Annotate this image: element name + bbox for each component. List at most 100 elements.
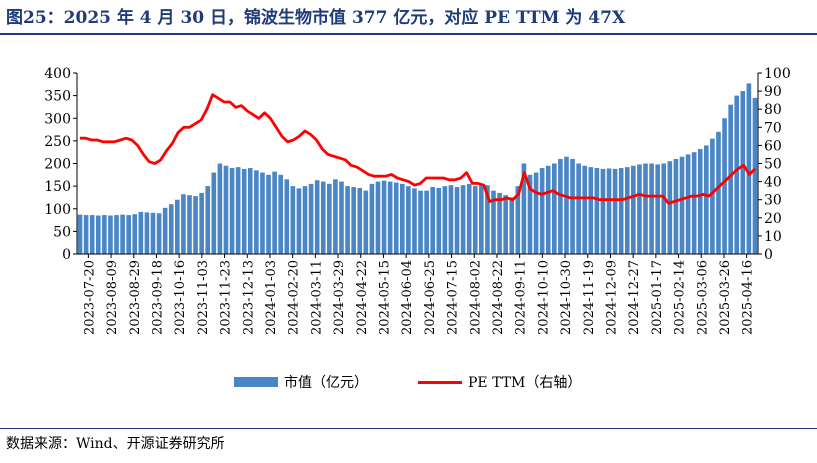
market-cap-bar: [491, 190, 496, 254]
market-cap-bar: [552, 163, 557, 254]
x-tick-label: 2025-03-26: [718, 260, 733, 335]
market-cap-bar: [193, 196, 198, 254]
market-cap-bar: [77, 214, 83, 254]
chart: 0 50 100 150 200 250 300 350 400 0 10 20 30 40 50 60 70…: [44, 66, 790, 335]
x-tick-label: 2023-10-16: [173, 260, 188, 335]
market-cap-bar: [181, 194, 186, 254]
right-tick-label: 60: [764, 138, 782, 154]
market-cap-bar: [436, 187, 442, 254]
market-cap-bar: [235, 167, 241, 254]
market-cap-bar: [582, 165, 588, 254]
market-cap-bar: [722, 118, 727, 254]
market-cap-bar: [515, 186, 521, 255]
market-cap-bar: [679, 156, 685, 254]
market-cap-bar: [156, 213, 162, 254]
market-cap-bar: [497, 192, 502, 254]
market-cap-bar: [697, 149, 703, 254]
left-tick-label: 300: [44, 111, 71, 127]
market-cap-bar: [187, 195, 192, 254]
market-cap-bar: [594, 168, 600, 254]
market-cap-bar: [466, 183, 472, 254]
market-cap-bar: [460, 185, 466, 254]
left-tick-label: 200: [44, 157, 71, 173]
market-cap-bar: [260, 172, 265, 254]
market-cap-bar: [667, 161, 673, 254]
x-tick-label: 2024-06-25: [423, 260, 438, 335]
x-tick-label: 2025-01-17: [650, 260, 665, 335]
market-cap-bar: [102, 215, 107, 254]
market-cap-bar: [95, 215, 101, 254]
x-tick-label: 2024-01-03: [264, 260, 279, 335]
market-cap-bar: [521, 163, 527, 254]
market-cap-bar: [381, 180, 387, 254]
market-cap-bar: [509, 197, 515, 254]
x-tick-label: 2024-07-15: [446, 260, 461, 335]
legend-line-swatch: [418, 380, 462, 384]
x-axis-ticks: 2023-07-20 2023-08-09 2023-08-29 2023-09-18…: [82, 254, 756, 335]
x-tick-label: 2025-03-06: [695, 260, 710, 335]
market-cap-bar: [752, 97, 758, 254]
market-cap-bar: [612, 168, 618, 254]
x-tick-label: 2023-12-13: [241, 260, 256, 335]
market-cap-bar: [618, 168, 624, 254]
market-cap-bar: [278, 174, 283, 254]
x-tick-label: 2025-04-16: [741, 260, 756, 335]
market-cap-bar: [296, 188, 302, 254]
right-tick-label: 0: [764, 247, 773, 263]
market-cap-bar: [339, 181, 344, 254]
source-rule: [0, 428, 817, 429]
market-cap-bar: [272, 171, 277, 254]
market-cap-bar: [600, 168, 606, 254]
x-tick-label: 2024-09-11: [514, 260, 529, 335]
market-cap-bar: [734, 95, 740, 255]
market-cap-bar: [284, 179, 290, 254]
x-tick-label: 2023-08-29: [128, 260, 143, 335]
x-tick-label: 2024-08-22: [491, 260, 506, 335]
market-cap-bar: [624, 167, 630, 254]
title-rule: [0, 33, 817, 35]
left-tick-label: 350: [44, 89, 71, 105]
right-tick-label: 40: [764, 175, 782, 191]
x-tick-label: 2024-03-29: [332, 260, 347, 335]
market-cap-bar: [199, 192, 204, 254]
market-cap-bar: [351, 187, 356, 254]
market-cap-bar: [393, 182, 399, 254]
x-tick-label: 2024-06-04: [400, 260, 415, 335]
market-cap-bar: [691, 152, 697, 254]
legend-label-market-cap: 市值（亿元）: [284, 375, 368, 391]
pe-ttm-line: [79, 93, 757, 205]
market-cap-bar: [576, 163, 581, 254]
market-cap-bar: [205, 186, 211, 255]
x-tick-label: 2024-10-30: [559, 260, 574, 335]
market-cap-bar: [655, 164, 660, 254]
x-tick-label: 2023-11-03: [196, 260, 211, 335]
market-cap-bar: [558, 158, 563, 254]
market-cap-bar: [740, 91, 746, 254]
market-cap-bar: [704, 145, 709, 254]
market-cap-bar: [545, 165, 551, 254]
market-cap-bar: [527, 174, 533, 254]
market-cap-bar: [606, 168, 612, 254]
left-tick-label: 400: [44, 66, 71, 82]
x-tick-label: 2024-02-20: [287, 260, 302, 335]
legend-bar-swatch: [234, 377, 278, 387]
market-cap-bar: [223, 165, 229, 254]
market-cap-bar: [673, 158, 679, 254]
legend-item-market-cap: 市值（亿元）: [234, 372, 368, 392]
market-cap-bar: [369, 183, 375, 254]
market-cap-bar: [430, 187, 436, 254]
market-cap-bar: [375, 181, 381, 254]
market-cap-bar: [266, 174, 271, 254]
market-cap-bar: [412, 188, 417, 254]
market-cap-bar: [254, 170, 259, 254]
market-cap-bar: [728, 104, 733, 255]
x-tick-label: 2024-10-10: [536, 260, 551, 335]
market-cap-bar: [685, 154, 691, 254]
market-cap-bar: [631, 165, 636, 254]
right-tick-label: 10: [764, 229, 782, 245]
market-cap-bar: [120, 214, 125, 254]
market-cap-bar: [241, 168, 247, 254]
market-cap-bar: [570, 158, 575, 254]
legend-label-pe: PE TTM（右轴）: [468, 375, 582, 391]
market-cap-bar: [138, 211, 144, 254]
